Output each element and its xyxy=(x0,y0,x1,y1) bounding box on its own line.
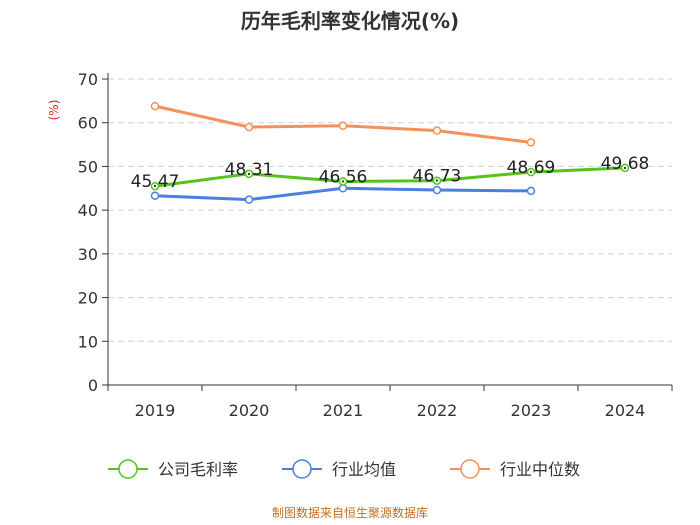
series-line xyxy=(153,166,627,188)
series-layer xyxy=(150,101,630,204)
legend-item: 公司毛利率 xyxy=(108,459,238,479)
x-tick-label: 2019 xyxy=(135,401,176,420)
data-point xyxy=(338,177,348,186)
legend-swatch-marker xyxy=(118,459,138,479)
legend-label: 行业中位数 xyxy=(500,460,580,479)
data-label: 48.69 xyxy=(507,158,556,178)
data-point xyxy=(526,186,536,196)
data-point xyxy=(432,126,442,135)
chart-title: 历年毛利率变化情况(%) xyxy=(241,9,459,33)
legend-label: 公司毛利率 xyxy=(158,460,238,479)
data-point xyxy=(244,195,254,204)
data-point xyxy=(150,101,160,111)
legend-item: 行业均值 xyxy=(282,459,396,479)
y-axis-label: (%) xyxy=(47,100,61,121)
data-point xyxy=(150,191,160,200)
data-point xyxy=(244,169,254,179)
axes: 0 10 20 30 40 50 60 70 2019 2020 2021 2022 2023 2024 xyxy=(78,70,673,420)
y-tick-label: 40 xyxy=(78,201,98,220)
x-tick-label: 2022 xyxy=(417,401,458,420)
legend: 公司毛利率 行业均值 行业中位数 xyxy=(108,459,580,479)
grid xyxy=(108,78,672,342)
data-label: 45.47 xyxy=(131,172,180,192)
data-point xyxy=(526,167,536,177)
y-tick-label: 60 xyxy=(78,114,98,133)
y-tick-label: 0 xyxy=(88,376,98,395)
x-tick-label: 2024 xyxy=(605,401,646,420)
x-tick-label: 2023 xyxy=(511,401,552,420)
data-point xyxy=(526,138,536,147)
x-tick-label: 2021 xyxy=(323,401,364,420)
data-point xyxy=(432,185,442,195)
legend-swatch-marker xyxy=(460,459,480,479)
data-label: 49.68 xyxy=(601,154,650,174)
data-point xyxy=(150,181,160,191)
data-point xyxy=(338,121,348,131)
x-tick-label: 2020 xyxy=(229,401,270,420)
legend-swatch-marker xyxy=(292,459,312,479)
y-tick-label: 30 xyxy=(78,245,98,264)
y-tick-label: 20 xyxy=(78,289,98,308)
data-labels: 45.47 48.31 46.56 46.73 48.69 49.68 xyxy=(131,154,650,192)
y-tick-label: 10 xyxy=(78,332,98,351)
legend-item: 行业中位数 xyxy=(450,459,580,479)
data-label: 46.56 xyxy=(319,167,368,187)
data-point xyxy=(244,122,254,132)
data-point xyxy=(620,163,630,173)
y-tick-label: 50 xyxy=(78,157,98,176)
legend-label: 行业均值 xyxy=(332,460,396,479)
y-tick-label: 70 xyxy=(78,70,98,89)
data-label: 46.73 xyxy=(413,167,462,187)
data-label: 48.31 xyxy=(225,160,274,180)
source-note: 制图数据来自恒生聚源数据库 xyxy=(272,505,428,520)
data-point xyxy=(432,176,442,185)
